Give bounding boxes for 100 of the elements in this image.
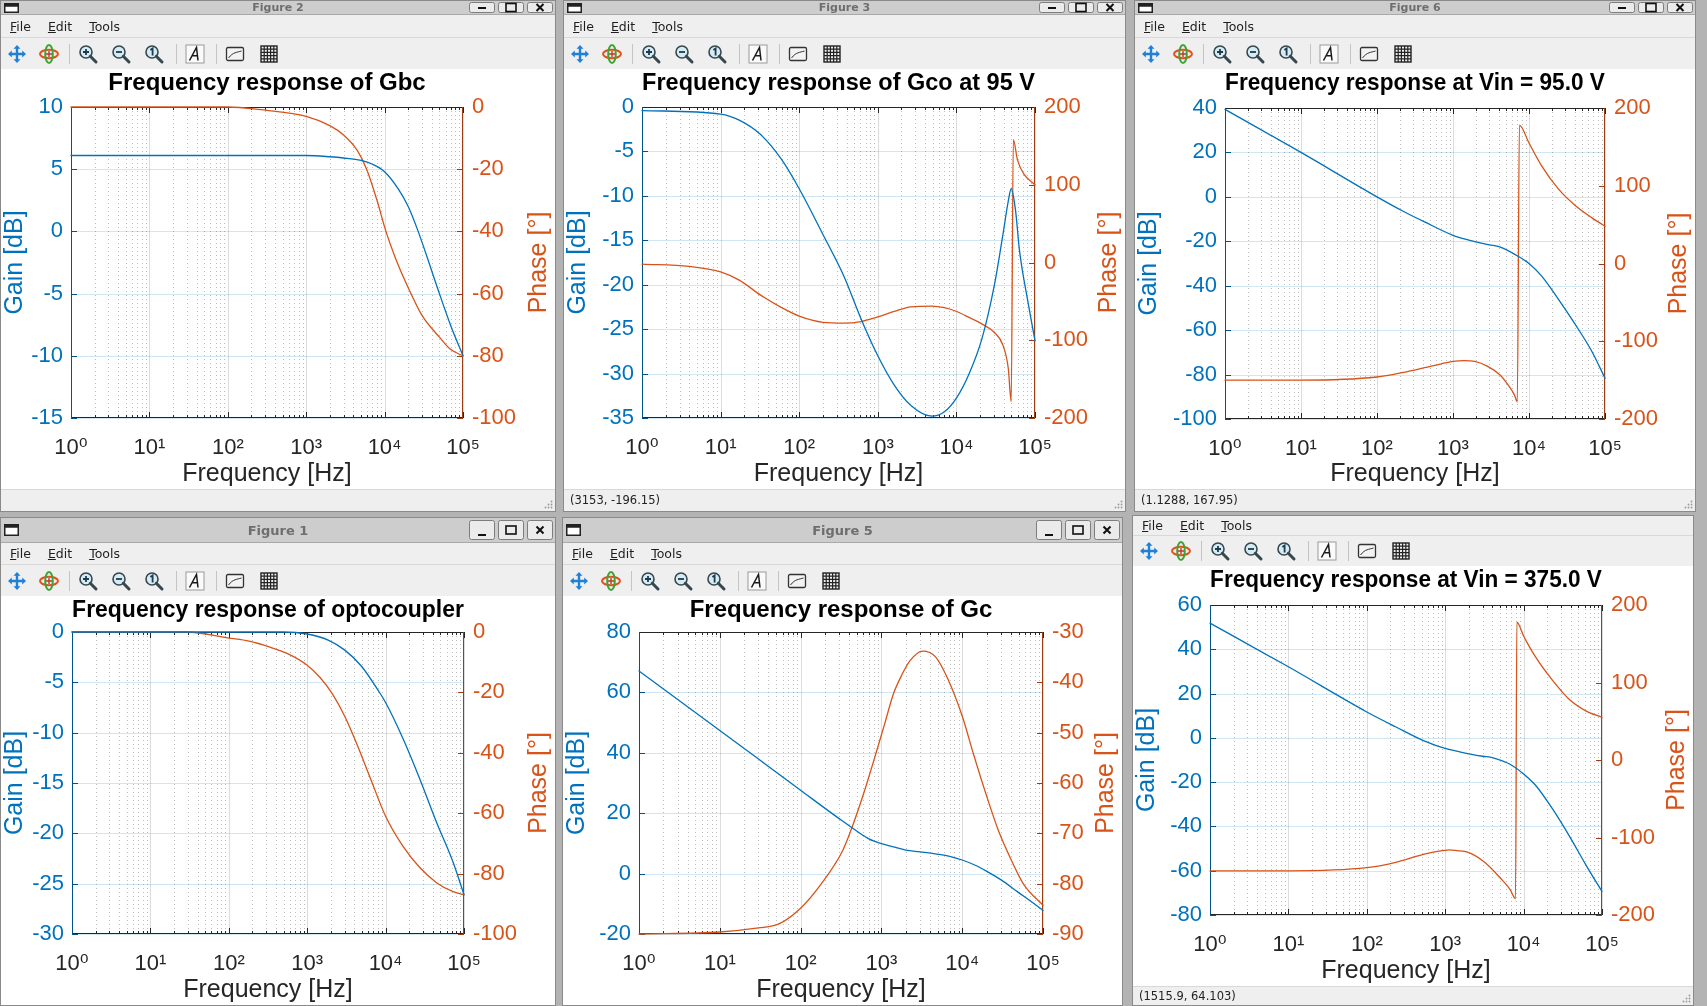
- x-tick-label: 10⁴: [368, 950, 403, 976]
- y-tick-label: -5: [43, 279, 63, 305]
- y2-tick-label: -70: [1052, 819, 1084, 845]
- y-axis-title: Gain [dB]: [0, 730, 27, 836]
- y-tick-label: -20: [599, 920, 631, 946]
- y2-tick-label: -50: [1052, 718, 1084, 744]
- x-tick-label: 10³: [1429, 931, 1462, 957]
- y2-tick-label: -200: [1611, 901, 1656, 927]
- y2-tick-label: -80: [472, 341, 504, 367]
- y-tick-label: -40: [1170, 812, 1202, 838]
- y2-tick-label: -200: [1044, 404, 1089, 430]
- y-tick-label: -30: [602, 359, 634, 385]
- y2-tick-label: -20: [473, 678, 505, 704]
- x-tick-label: 10⁵: [446, 434, 480, 460]
- y-tick-label: -15: [602, 226, 634, 252]
- text: Edit: [1181, 18, 1207, 34]
- text: Tools: [1223, 18, 1254, 34]
- caption: Figure 2: [252, 1, 304, 14]
- chart-title: Frequency response at Vin = 375.0 V: [1210, 565, 1603, 592]
- y2-tick-label: -60: [473, 799, 505, 825]
- text: (1515.9, 64.103): [1139, 988, 1236, 1005]
- y-tick-label: 5: [50, 155, 63, 181]
- x-axis-title: Frequency [Hz]: [756, 974, 926, 1003]
- y-tick-label: 0: [51, 618, 64, 644]
- y-tick-label: -25: [32, 869, 64, 895]
- x-tick-label: 10²: [783, 434, 816, 460]
- y-tick-label: 20: [606, 799, 631, 825]
- x-tick-label: 10²: [1361, 435, 1393, 461]
- y-tick-label: -60: [1170, 856, 1202, 882]
- x-tick-label: 10⁵: [1588, 435, 1622, 461]
- x-tick-label: 10¹: [704, 434, 737, 460]
- y-tick-label: -20: [1185, 227, 1217, 253]
- x-tick-label: 10⁰: [1208, 435, 1242, 461]
- y-tick-label: 20: [1177, 679, 1202, 705]
- text: Edit: [47, 18, 73, 34]
- y-tick-label: 40: [1192, 94, 1217, 120]
- y2-axis-title: Phase [°]: [1662, 212, 1691, 315]
- text: Tools: [89, 18, 120, 34]
- x-tick-label: 10⁴: [367, 434, 402, 460]
- y-tick-label: -20: [602, 270, 634, 296]
- x-tick-label: 10⁴: [945, 950, 980, 976]
- chart-title: Frequency response at Vin = 95.0 V: [1225, 68, 1606, 95]
- text: File: [10, 546, 31, 561]
- y2-tick-label: -60: [472, 279, 504, 305]
- y2-axis-title: Phase [°]: [1092, 211, 1121, 314]
- x-tick-label: 10⁵: [1026, 950, 1060, 976]
- y-tick-label: 40: [1177, 635, 1202, 661]
- y2-tick-label: 0: [1614, 249, 1627, 275]
- y2-tick-label: -100: [472, 404, 517, 430]
- y-tick-label: -20: [1170, 768, 1202, 794]
- y-tick-label: -40: [1185, 271, 1217, 297]
- y2-tick-label: -100: [473, 920, 518, 946]
- x-tick-label: 10⁵: [1585, 931, 1619, 957]
- y2-tick-label: -40: [1052, 668, 1084, 694]
- x-tick-label: 10³: [861, 434, 894, 460]
- y2-axis-title: Phase [°]: [522, 211, 551, 314]
- x-tick-label: 10⁰: [1193, 931, 1227, 957]
- x-tick-label: 10⁰: [622, 950, 656, 976]
- y-tick-label: 60: [606, 678, 631, 704]
- y2-tick-label: 0: [472, 93, 485, 119]
- x-tick-label: 10⁵: [447, 950, 481, 976]
- y2-tick-label: -100: [1614, 327, 1659, 353]
- y-tick-label: -15: [31, 404, 63, 430]
- y2-tick-label: -80: [473, 859, 505, 885]
- y-tick-label: -5: [44, 668, 64, 694]
- caption: Figure 1: [247, 522, 309, 538]
- y2-tick-label: -40: [473, 738, 505, 764]
- x-tick-label: 10⁰: [55, 950, 89, 976]
- y-tick-label: -10: [31, 341, 63, 367]
- x-tick-label: 10¹: [1272, 931, 1305, 957]
- y2-tick-label: 100: [1044, 170, 1081, 196]
- y2-tick-label: -30: [1052, 618, 1084, 644]
- text: File: [10, 18, 31, 34]
- y-tick-label: 0: [50, 217, 63, 243]
- text: Tools: [89, 546, 120, 561]
- x-axis-title: Frequency [Hz]: [1321, 955, 1491, 984]
- x-tick-label: 10⁴: [939, 434, 974, 460]
- y-tick-label: -5: [614, 137, 634, 163]
- y-tick-label: -10: [32, 718, 64, 744]
- y2-tick-label: 200: [1611, 591, 1648, 617]
- y-tick-label: 0: [1189, 723, 1202, 749]
- y-axis-title: Gain [dB]: [561, 210, 590, 315]
- x-axis-title: Frequency [Hz]: [1330, 458, 1500, 487]
- chart-title: Frequency response of Gc: [689, 594, 993, 622]
- text: (1.1288, 167.95): [1141, 492, 1238, 509]
- x-tick-label: 10⁰: [54, 434, 88, 460]
- y-tick-label: -35: [602, 404, 634, 430]
- text: Tools: [651, 546, 682, 561]
- x-tick-label: 10³: [865, 950, 898, 976]
- y2-tick-label: -100: [1044, 326, 1089, 352]
- y-tick-label: -20: [32, 819, 64, 845]
- y-tick-label: -30: [32, 920, 64, 946]
- text: (3153, -196.15): [570, 492, 660, 509]
- text: Edit: [610, 18, 636, 34]
- x-tick-label: 10³: [290, 434, 323, 460]
- text: Edit: [1179, 518, 1205, 533]
- x-tick-label: 10⁵: [1018, 434, 1052, 460]
- y2-axis-title: Phase [°]: [522, 732, 551, 834]
- y-tick-label: 80: [606, 618, 631, 644]
- y-tick-label: -15: [32, 769, 64, 795]
